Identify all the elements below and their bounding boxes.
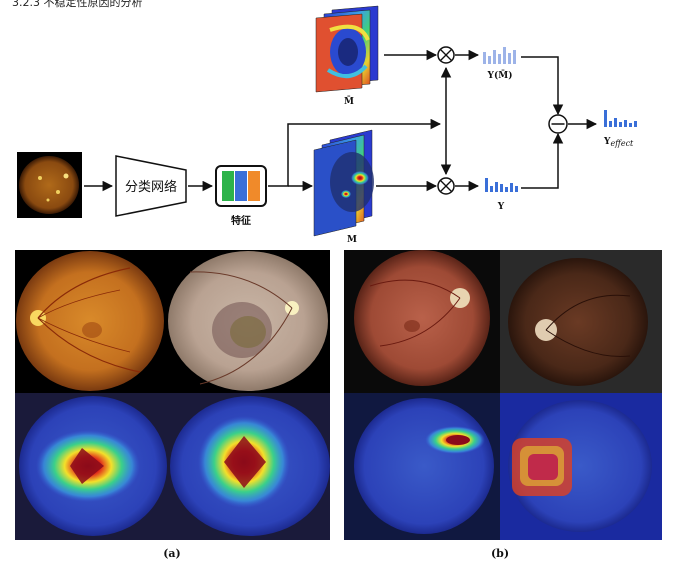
heatmap-image: [15, 393, 172, 540]
fundus-image: [168, 251, 328, 391]
fundus-image: [500, 250, 662, 393]
mask-stack: M: [313, 129, 374, 245]
panel-b-label: (b): [491, 547, 509, 560]
feature-channel-orange: [248, 171, 260, 201]
feature-channel-blue: [235, 171, 247, 201]
arrow-feature-to-top-branch: [268, 118, 442, 187]
y-bar-label: Y(M̄): [487, 69, 513, 81]
effect-label: Yeffect: [603, 137, 634, 148]
heatmap-image: [170, 393, 330, 540]
classifier-label: 分类网络: [125, 179, 177, 195]
bar-histogram-icon: [604, 110, 637, 127]
feature-block: 特征: [215, 165, 267, 227]
arrow-y-bar-to-subtract: [521, 56, 564, 116]
circle-times-icon: [437, 46, 455, 64]
input-fundus-image: [17, 152, 82, 218]
panel-a: (a): [15, 250, 330, 560]
classifier-network-block: 分类网络: [115, 155, 187, 217]
feature-label: 特征: [231, 214, 251, 227]
bar-histogram-icon: [485, 178, 518, 192]
y-label: Y: [497, 202, 505, 212]
fundus-image: [16, 251, 164, 391]
mask-bar-label: M̄: [344, 95, 354, 107]
circle-minus-icon: [548, 114, 568, 134]
heatmap-image: [500, 393, 662, 540]
panel-a-label: (a): [163, 547, 181, 560]
mask-bar-stack: M̄: [315, 5, 379, 107]
bar-histogram-icon: [483, 47, 516, 64]
section-header: 3.2.3 不稳定性原因的分析: [12, 0, 143, 9]
panel-b: (b): [344, 250, 662, 560]
arrow-y-to-subtract: [521, 132, 564, 189]
circle-times-icon: [437, 177, 455, 195]
fundus-image: [354, 250, 490, 386]
heatmap-image: [344, 393, 500, 540]
mask-label: M: [347, 235, 357, 245]
feature-channel-green: [222, 171, 234, 201]
